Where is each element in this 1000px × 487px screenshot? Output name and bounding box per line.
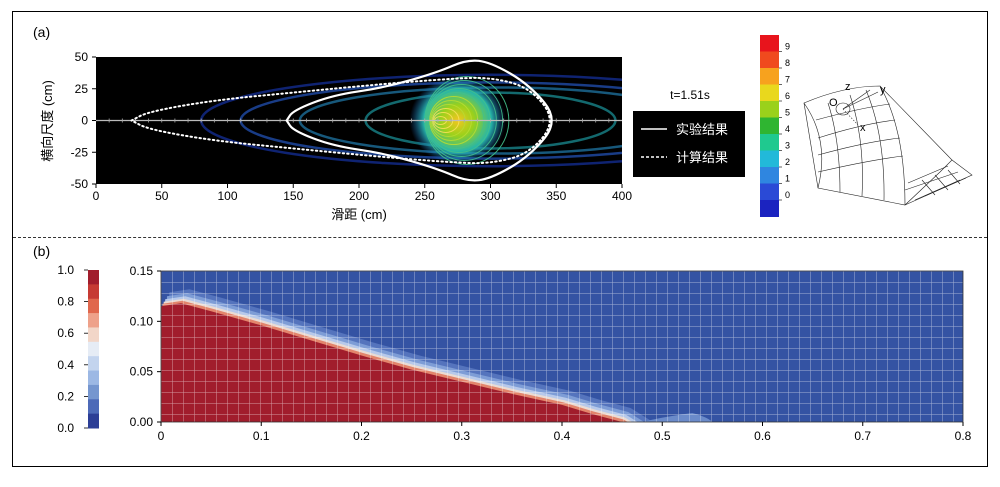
x-tick-label: 200 xyxy=(349,189,369,203)
colorbar-a-tick-label: 0 xyxy=(785,190,790,200)
colorbar-b-swatch xyxy=(88,327,99,343)
colorbar-b-swatch xyxy=(88,384,99,400)
y-tick-label: 0 xyxy=(81,114,88,128)
panel-divider xyxy=(13,237,987,238)
colorbar-a-swatch xyxy=(760,101,779,118)
colorbar-b-swatch xyxy=(88,356,99,372)
colorbar-b-swatch xyxy=(88,270,99,285)
x-tick-label: 150 xyxy=(283,189,303,203)
colorbar-b-swatch xyxy=(88,298,99,314)
colorbar-b-tick-label: 0.2 xyxy=(57,389,74,403)
y-tick-label: -25 xyxy=(71,145,89,159)
colorbar-a-tick-label: 8 xyxy=(785,58,790,68)
x-tick-label: 250 xyxy=(415,189,435,203)
x-tick-label: 0.1 xyxy=(253,429,270,443)
experimental-outline xyxy=(285,59,553,182)
contour-field xyxy=(96,73,622,168)
mesh-grid xyxy=(161,271,963,422)
x-tick-label: 0 xyxy=(158,429,165,443)
y-tick-label: 0.15 xyxy=(130,264,154,278)
colorbar-a-swatch xyxy=(760,183,779,201)
colorbar-a-tick-label: 3 xyxy=(785,141,790,151)
colorbar-b-tick-label: 0.4 xyxy=(57,358,74,372)
x-tick-label: 400 xyxy=(612,189,632,203)
legend: 实验结果 计算结果 xyxy=(633,111,745,177)
x-tick-label: 300 xyxy=(480,189,500,203)
time-label: t=1.51s xyxy=(670,88,710,102)
colorbar-a-tick-label: 5 xyxy=(785,108,790,118)
figure-frame xyxy=(12,11,988,467)
y-tick-label: 0.10 xyxy=(130,314,154,328)
legend-label-computed: 计算结果 xyxy=(676,150,728,165)
x-tick-label: 0.2 xyxy=(353,429,370,443)
y-tick-label: -50 xyxy=(71,177,89,191)
x-tick-label: 0.7 xyxy=(854,429,871,443)
legend-label-experimental: 实验结果 xyxy=(676,122,728,137)
colorbar-a-swatch xyxy=(760,51,779,69)
colorbar-a-tick-label: 6 xyxy=(785,91,790,101)
x-tick-label: 100 xyxy=(217,189,237,203)
colorbar-b-swatch xyxy=(88,413,99,429)
colorbar-b-tick-label: 0.0 xyxy=(57,421,74,435)
sketch-y-label: y xyxy=(880,84,886,96)
colorbar-b-swatch xyxy=(88,341,99,357)
x-tick-label: 50 xyxy=(155,189,169,203)
x-tick-label: 0.3 xyxy=(453,429,470,443)
colorbar-a-tick-label: 2 xyxy=(785,157,790,167)
colorbar-a-swatch xyxy=(760,167,779,184)
colorbar-b-tick-label: 0.6 xyxy=(57,326,74,340)
y-tick-label: 50 xyxy=(75,50,89,64)
slope-sketch xyxy=(803,85,973,206)
colorbar-b-swatch xyxy=(88,313,99,328)
colorbar-a-tick-label: 7 xyxy=(785,75,790,85)
colorbar-a-swatch xyxy=(760,117,779,135)
colorbar-b: 1.0 0.8 0.6 0.4 0.2 0.0 xyxy=(57,263,99,435)
colorbar-a-swatch xyxy=(760,134,779,151)
x-tick-label: 0.6 xyxy=(754,429,771,443)
x-tick-label: 0.4 xyxy=(554,429,571,443)
colorbar-b-swatch xyxy=(88,370,99,386)
panel-b-label: (b) xyxy=(33,243,51,259)
x-tick-label: 350 xyxy=(546,189,566,203)
y-tick-label: 0.00 xyxy=(130,415,154,429)
sketch-z-label: z xyxy=(845,81,851,93)
sketch-origin-label: O xyxy=(829,97,838,109)
colorbar-a-swatch xyxy=(760,150,779,168)
x-tick-label: 0 xyxy=(93,189,100,203)
y-tick-label: 25 xyxy=(75,82,89,96)
colorbar-a: 9 8 7 6 5 4 3 2 1 0 xyxy=(760,35,790,217)
x-tick-label: 0.8 xyxy=(955,429,972,443)
colorbar-b-swatch xyxy=(88,399,99,415)
colorbar-b-tick-label: 1.0 xyxy=(57,263,74,277)
colorbar-a-swatch xyxy=(760,35,779,52)
colorbar-a-swatch xyxy=(760,84,779,102)
colorbar-a-tick-label: 4 xyxy=(785,124,790,134)
x-axis-label: 滑距 (cm) xyxy=(331,207,387,222)
colorbar-a-tick-label: 9 xyxy=(785,42,790,52)
computed-outline xyxy=(130,76,551,165)
colorbar-b-tick-label: 0.8 xyxy=(57,295,74,309)
colorbar-b-swatch xyxy=(88,284,99,300)
colorbar-a-tick-label: 1 xyxy=(785,174,790,184)
panel-a-label: (a) xyxy=(33,24,51,40)
colorbar-a-swatch xyxy=(760,200,779,217)
sketch-x-label: x xyxy=(860,122,866,134)
y-axis-label: 横向尺度 (cm) xyxy=(40,80,55,162)
colorbar-a-swatch xyxy=(760,68,779,85)
y-tick-label: 0.05 xyxy=(130,365,154,379)
x-tick-label: 0.5 xyxy=(654,429,671,443)
